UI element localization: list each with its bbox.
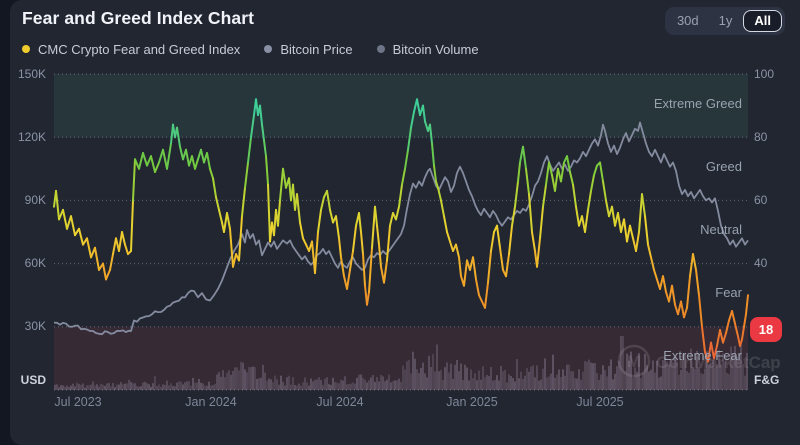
right-axis-tick: 40 — [754, 256, 768, 270]
legend-label: Bitcoin Volume — [392, 41, 479, 57]
fear-greed-chart-card: Fear and Greed Index Chart 30d 1y All CM… — [10, 0, 800, 445]
right-axis-tick: 80 — [754, 130, 768, 144]
x-axis-tick: Jul 2024 — [316, 395, 364, 409]
x-axis-tick: Jan 2025 — [446, 395, 498, 409]
legend-item-bitcoin-price[interactable]: Bitcoin Price — [264, 41, 353, 57]
legend-dot-icon — [22, 45, 30, 53]
time-range-selector: 30d 1y All — [664, 7, 785, 35]
left-axis-tick: 60K — [24, 256, 46, 270]
left-axis-tick: 30K — [24, 319, 46, 333]
chart-legend: CMC Crypto Fear and Greed Index Bitcoin … — [22, 41, 479, 57]
x-axis-tick: Jul 2023 — [54, 395, 102, 409]
zone-label-extreme-fear: Extreme Fear — [663, 348, 742, 363]
zone-label-neutral: Neutral — [700, 222, 742, 237]
x-axis-tick: Jan 2024 — [185, 395, 237, 409]
zone-label-fear: Fear — [715, 285, 742, 300]
right-axis-tick: 60 — [754, 193, 768, 207]
svg-text:CoinMarketCap: CoinMarketCap — [656, 353, 781, 372]
range-button-1y[interactable]: 1y — [710, 10, 742, 32]
current-value-badge: 18 — [750, 317, 782, 342]
left-axis-tick: 150K — [17, 67, 46, 81]
zone-label-extreme-greed: Extreme Greed — [653, 96, 742, 111]
range-button-all[interactable]: All — [743, 10, 782, 32]
right-axis-tick: 100 — [754, 67, 775, 81]
legend-item-bitcoin-volume[interactable]: Bitcoin Volume — [376, 41, 479, 57]
right-axis-unit: F&G — [754, 373, 780, 387]
left-axis-unit: USD — [20, 373, 46, 387]
left-axis-tick: 90K — [24, 193, 46, 207]
legend-dot-icon — [264, 45, 273, 53]
zone-label-greed: Greed — [705, 159, 742, 174]
legend-label: Bitcoin Price — [280, 41, 353, 57]
left-axis-tick: 120K — [17, 130, 46, 144]
fear-greed-chart-canvas[interactable]: M CoinMarketCap — [10, 0, 800, 445]
legend-item-fg-index[interactable]: CMC Crypto Fear and Greed Index — [22, 42, 240, 57]
legend-label: CMC Crypto Fear and Greed Index — [38, 41, 241, 57]
range-button-30d[interactable]: 30d — [668, 10, 708, 32]
legend-dot-icon — [376, 45, 385, 53]
page-title: Fear and Greed Index Chart — [22, 8, 255, 28]
x-axis-tick: Jul 2025 — [576, 395, 624, 409]
